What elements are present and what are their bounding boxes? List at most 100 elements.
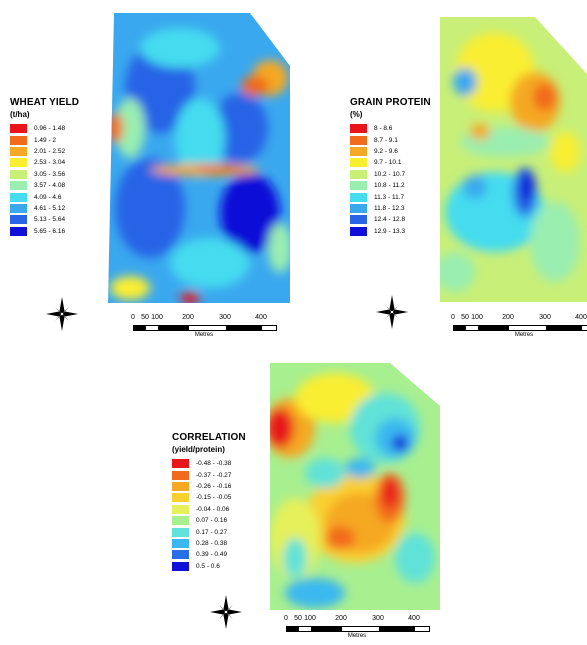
legend-entry: -0.04 - 0.06 xyxy=(172,504,246,515)
scale-segment xyxy=(379,627,415,631)
wheat-yield-legend: WHEAT YIELD (t/ha) 0.96 - 1.48 1.49 - 2 2.… xyxy=(10,97,79,237)
legend-entry: 2.53 - 3.04 xyxy=(10,157,79,168)
scale-tick-label: 300 xyxy=(372,615,384,622)
scale-bar: 0 50 100 200 300 400 Metres xyxy=(131,314,283,344)
legend-swatch xyxy=(350,203,367,213)
legend-label: -0.48 - -0.38 xyxy=(196,460,232,468)
legend-swatch xyxy=(350,124,367,134)
legend-swatch xyxy=(350,146,367,156)
legend-swatch xyxy=(10,146,27,156)
legend-swatch xyxy=(172,459,189,469)
scale-tick-label: 400 xyxy=(255,314,267,321)
legend-label: -0.26 - -0.16 xyxy=(196,482,232,490)
scale-unit: Metres xyxy=(194,332,214,338)
legend-entry: 4.61 - 5.12 xyxy=(10,203,79,214)
legend-swatch xyxy=(350,135,367,145)
scale-tick-labels: 0 50 100 200 300 400 xyxy=(451,314,587,323)
legend-label: 12.4 - 12.8 xyxy=(374,216,406,224)
legend-label: 3.57 - 4.08 xyxy=(34,182,66,190)
legend-label: -0.37 - -0.27 xyxy=(196,471,232,479)
legend-swatch xyxy=(350,158,367,168)
grain-protein-panel: GRAIN PROTEIN (%) 8 - 8.6 8.7 - 9.1 9.2 - … xyxy=(300,0,587,345)
legend-swatch xyxy=(172,538,189,548)
legend-label: 0.5 - 0.6 xyxy=(196,562,220,570)
legend-label: 12.9 - 13.3 xyxy=(374,227,406,235)
scale-segment xyxy=(454,326,466,330)
legend-label: 4.09 - 4.6 xyxy=(34,193,62,201)
legend-swatch xyxy=(172,481,189,491)
scale-tick-label: 100 xyxy=(151,314,163,321)
legend-label: -0.15 - -0.05 xyxy=(196,494,232,502)
scale-segment xyxy=(158,326,189,330)
legend-entry: 0.96 - 1.48 xyxy=(10,123,79,134)
legend-title: GRAIN PROTEIN xyxy=(350,97,431,108)
compass-rose-icon xyxy=(208,593,244,636)
scale-segment xyxy=(146,326,158,330)
legend-entry: 10.8 - 11.2 xyxy=(350,180,431,191)
legend-swatch xyxy=(172,527,189,537)
legend-entry: 9.7 - 10.1 xyxy=(350,157,431,168)
legend-entry: 0.17 - 0.27 xyxy=(172,526,246,537)
legend-entry: 8 - 8.6 xyxy=(350,123,431,134)
scale-segment xyxy=(226,326,262,330)
legend-label: 11.3 - 11.7 xyxy=(374,193,405,201)
legend-entry: -0.15 - -0.05 xyxy=(172,492,246,503)
legend-label: 0.07 - 0.16 xyxy=(196,517,228,525)
legend-swatch xyxy=(172,504,189,514)
legend-swatch xyxy=(350,192,367,202)
legend-swatch xyxy=(172,493,189,503)
legend-entry: 11.3 - 11.7 xyxy=(350,191,431,202)
legend-label: -0.04 - 0.06 xyxy=(196,505,230,513)
correlation-panel: CORRELATION (yield/protein) -0.48 - -0.3… xyxy=(0,345,587,639)
scale-tick-label: 0 xyxy=(284,615,288,622)
scale-segment xyxy=(134,326,146,330)
legend-swatch xyxy=(10,158,27,168)
scale-bar-graphic xyxy=(286,626,430,632)
scale-tick-label: 50 xyxy=(294,615,302,622)
legend-entry: 5.65 - 6.16 xyxy=(10,226,79,237)
legend-entry: 0.07 - 0.16 xyxy=(172,515,246,526)
scale-bar-graphic xyxy=(133,325,277,331)
legend-entry: -0.48 - -0.38 xyxy=(172,458,246,469)
legend-label: 5.65 - 6.16 xyxy=(34,227,66,235)
scale-segment xyxy=(287,627,299,631)
scale-tick-label: 50 xyxy=(141,314,149,321)
legend-entry: 11.8 - 12.3 xyxy=(350,203,431,214)
legend-label: 10.2 - 10.7 xyxy=(374,170,406,178)
legend-entry: 0.39 - 0.49 xyxy=(172,549,246,560)
legend-swatch xyxy=(10,169,27,179)
legend-label: 9.7 - 10.1 xyxy=(374,159,402,167)
legend-swatch xyxy=(172,470,189,480)
wheat-yield-panel: WHEAT YIELD (t/ha) 0.96 - 1.48 1.49 - 2 2.… xyxy=(0,0,300,345)
legend-swatch xyxy=(172,550,189,560)
legend-label: 11.8 - 12.3 xyxy=(374,204,405,212)
scale-segment xyxy=(311,627,342,631)
legend-unit: (%) xyxy=(350,110,363,119)
scale-bar: 0 50 100 200 300 400 Metres xyxy=(451,314,587,344)
grain-protein-legend: GRAIN PROTEIN (%) 8 - 8.6 8.7 - 9.1 9.2 - … xyxy=(350,97,431,237)
legend-label: 0.96 - 1.48 xyxy=(34,125,66,133)
correlation-map xyxy=(270,363,440,610)
legend-swatch xyxy=(10,215,27,225)
scale-tick-label: 200 xyxy=(502,314,514,321)
legend-unit: (t/ha) xyxy=(10,110,30,119)
scale-tick-label: 0 xyxy=(131,314,135,321)
scale-segment xyxy=(509,326,546,330)
legend-entry: 3.57 - 4.08 xyxy=(10,180,79,191)
legend-label: 1.49 - 2 xyxy=(34,136,57,144)
legend-label: 5.13 - 5.64 xyxy=(34,216,66,224)
legend-swatch xyxy=(10,192,27,202)
legend-entry: 5.13 - 5.64 xyxy=(10,214,79,225)
legend-entry: 8.7 - 9.1 xyxy=(350,134,431,145)
legend-swatch xyxy=(10,181,27,191)
legend-label: 10.8 - 11.2 xyxy=(374,182,405,190)
scale-tick-label: 200 xyxy=(335,615,347,622)
legend-entry: 3.05 - 3.56 xyxy=(10,169,79,180)
legend-unit: (yield/protein) xyxy=(172,445,225,454)
legend-swatch xyxy=(172,561,189,571)
legend-entry: -0.37 - -0.27 xyxy=(172,469,246,480)
compass-rose-icon xyxy=(44,295,80,338)
scale-tick-label: 100 xyxy=(471,314,483,321)
legend-swatch xyxy=(172,516,189,526)
scale-tick-label: 400 xyxy=(575,314,587,321)
